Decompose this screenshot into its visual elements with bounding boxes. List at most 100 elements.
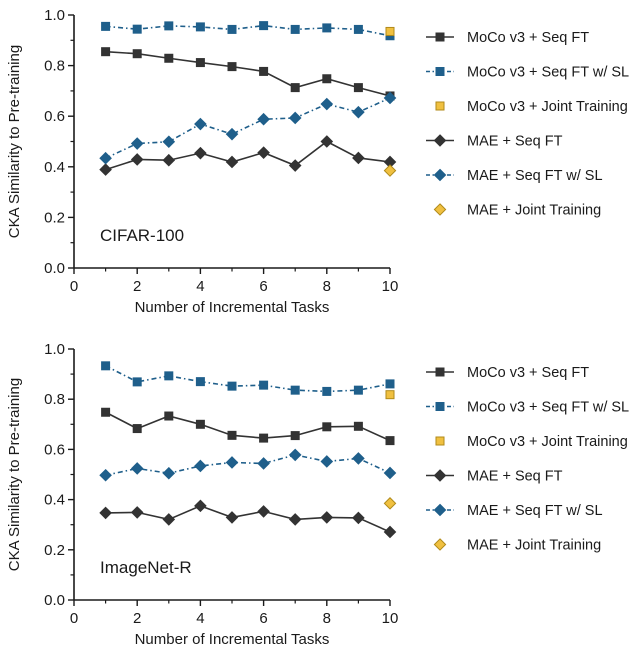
x-tick-label: 2 bbox=[133, 610, 141, 627]
legend-item: MAE + Seq FT bbox=[426, 469, 563, 485]
data-point bbox=[385, 390, 395, 400]
panel-label: CIFAR-100 bbox=[100, 226, 184, 245]
data-point bbox=[164, 411, 174, 421]
legend-marker bbox=[435, 101, 445, 111]
data-point bbox=[385, 26, 395, 36]
data-point bbox=[227, 24, 237, 34]
data-point bbox=[164, 53, 174, 63]
data-point bbox=[257, 505, 270, 518]
legend: MoCo v3 + Seq FT MoCo v3 + Seq FT w/ SL Mo… bbox=[426, 30, 629, 219]
data-point bbox=[322, 386, 332, 396]
chart-panel-2: 0.0 0.2 0.4 0.6 0.8 1.0 0 2 4 6 8 10 Number of Incre… bbox=[6, 341, 629, 648]
chart-panel-1: 0.0 0.2 0.4 0.6 0.8 1.0 0 2 4 6 8 10 Number of Incre… bbox=[6, 7, 629, 316]
data-point bbox=[162, 153, 176, 167]
x-tick-label: 6 bbox=[259, 610, 267, 627]
series-line bbox=[105, 411, 391, 442]
legend-item: MoCo v3 + Seq FT w/ SL bbox=[426, 400, 629, 416]
data-point bbox=[99, 506, 112, 520]
data-point bbox=[194, 117, 207, 131]
data-point bbox=[320, 511, 334, 524]
legend-marker bbox=[433, 168, 447, 182]
data-point bbox=[194, 459, 207, 473]
data-point bbox=[383, 525, 397, 539]
series-line bbox=[105, 454, 391, 477]
data-point bbox=[130, 153, 144, 166]
data-point bbox=[383, 466, 397, 480]
data-point bbox=[99, 163, 112, 176]
series-mae-seq-ft-w-sl bbox=[99, 448, 397, 482]
data-point bbox=[352, 105, 365, 119]
data-point bbox=[130, 137, 144, 150]
data-point bbox=[162, 135, 176, 149]
data-point bbox=[99, 151, 112, 165]
data-point bbox=[353, 385, 363, 395]
data-point bbox=[353, 421, 363, 431]
data-point bbox=[164, 21, 174, 31]
legend-label: MAE + Joint Training bbox=[467, 538, 601, 554]
data-point bbox=[322, 74, 332, 84]
legend-marker bbox=[433, 538, 447, 551]
legend-marker bbox=[435, 67, 445, 76]
data-point bbox=[195, 22, 205, 32]
data-point bbox=[162, 466, 176, 480]
x-tick-label: 2 bbox=[133, 278, 141, 295]
x-tick-label: 8 bbox=[323, 278, 331, 295]
data-point bbox=[259, 66, 269, 76]
legend-item: MAE + Seq FT bbox=[426, 134, 563, 150]
y-tick-label: 0.0 bbox=[44, 260, 65, 277]
legend-marker bbox=[435, 402, 445, 411]
series-line bbox=[105, 140, 391, 171]
legend: MoCo v3 + Seq FT MoCo v3 + Seq FT w/ SL Mo… bbox=[426, 365, 629, 554]
data-point bbox=[259, 21, 269, 31]
x-tick-label: 4 bbox=[196, 610, 204, 627]
data-point bbox=[383, 164, 397, 177]
series-line bbox=[105, 97, 391, 159]
x-tick-label: 0 bbox=[70, 278, 78, 295]
series-moco-v3-seq-ft-w-sl bbox=[101, 21, 395, 41]
data-point bbox=[225, 127, 239, 141]
series-mae-seq-ft-w-sl bbox=[99, 91, 397, 165]
data-point bbox=[130, 506, 144, 519]
data-point bbox=[195, 377, 205, 387]
data-point bbox=[130, 462, 144, 475]
series-moco-v3-seq-ft-w-sl bbox=[101, 361, 395, 396]
x-axis-title: Number of Incremental Tasks bbox=[135, 299, 330, 316]
legend-item: MoCo v3 + Seq FT bbox=[426, 365, 589, 381]
data-point bbox=[227, 62, 237, 72]
data-point bbox=[257, 146, 270, 159]
data-point bbox=[320, 455, 334, 468]
y-tick-label: 0.6 bbox=[44, 441, 65, 458]
data-point bbox=[132, 49, 142, 59]
y-tick-label: 0.8 bbox=[44, 58, 65, 75]
legend-item: MoCo v3 + Joint Training bbox=[435, 434, 628, 450]
data-point bbox=[383, 497, 397, 510]
data-point bbox=[194, 499, 207, 513]
series-mae-seq-ft bbox=[99, 499, 397, 539]
series-line bbox=[105, 24, 391, 37]
legend-label: MAE + Seq FT w/ SL bbox=[467, 503, 603, 519]
legend-label: MAE + Seq FT bbox=[467, 134, 563, 150]
legend-item: MAE + Joint Training bbox=[433, 538, 601, 554]
data-point bbox=[383, 91, 397, 105]
data-point bbox=[352, 511, 365, 525]
data-point bbox=[353, 24, 363, 34]
series-mae-joint-training bbox=[383, 497, 397, 510]
data-point bbox=[132, 424, 142, 434]
data-point bbox=[101, 361, 111, 371]
data-point bbox=[288, 159, 302, 172]
legend-item: MAE + Joint Training bbox=[433, 203, 601, 219]
data-point bbox=[195, 58, 205, 68]
data-point bbox=[164, 371, 174, 381]
legend-item: MoCo v3 + Seq FT bbox=[426, 30, 589, 46]
legend-marker bbox=[433, 134, 447, 147]
x-tick-label: 8 bbox=[323, 610, 331, 627]
data-point bbox=[132, 24, 142, 34]
legend-label: MoCo v3 + Joint Training bbox=[467, 99, 628, 115]
y-tick-label: 0.4 bbox=[44, 159, 65, 176]
series-line bbox=[105, 50, 391, 97]
data-point bbox=[132, 377, 142, 387]
legend-item: MoCo v3 + Seq FT w/ SL bbox=[426, 65, 629, 81]
data-point bbox=[320, 97, 334, 111]
